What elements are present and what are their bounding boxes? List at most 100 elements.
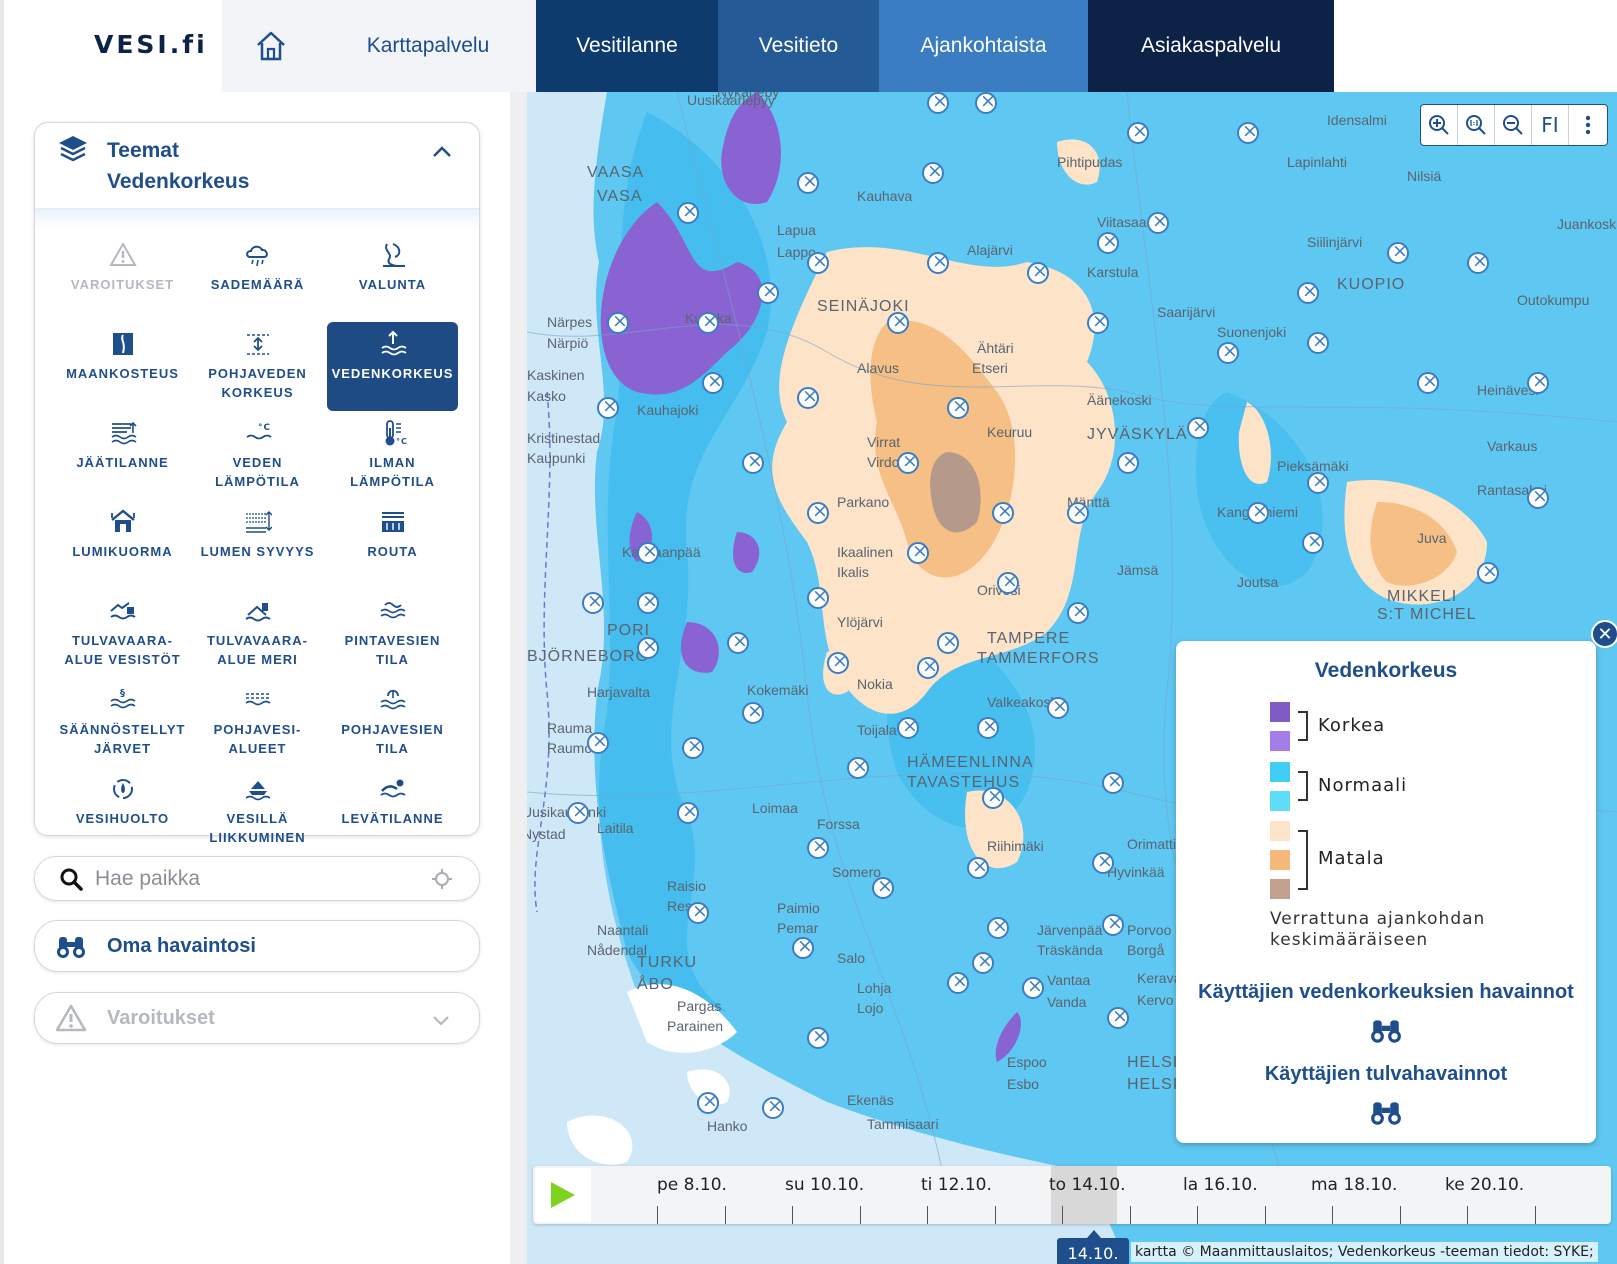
station-marker[interactable] <box>1307 330 1329 354</box>
station-marker[interactable] <box>742 450 764 474</box>
zoom-reset-button[interactable] <box>1458 105 1495 145</box>
station-marker[interactable] <box>1102 770 1124 794</box>
theme-tile-frost[interactable]: ROUTA <box>325 500 460 589</box>
own-observation-button[interactable]: Oma havaintosi <box>34 920 480 972</box>
station-marker[interactable] <box>1067 500 1089 524</box>
station-marker[interactable] <box>1022 975 1044 999</box>
station-marker[interactable] <box>1247 500 1269 524</box>
timeline-date-label[interactable]: to 14.10. <box>1049 1175 1126 1195</box>
station-marker[interactable] <box>797 385 819 409</box>
station-marker[interactable] <box>982 785 1004 809</box>
station-marker[interactable] <box>827 650 849 674</box>
station-marker[interactable] <box>807 500 829 524</box>
home-button[interactable] <box>222 0 320 92</box>
theme-tile-sea-flood[interactable]: TULVAVAARA- ALUE MERI <box>190 589 325 678</box>
station-marker[interactable] <box>987 915 1009 939</box>
station-marker[interactable] <box>992 500 1014 524</box>
timeline-date-label[interactable]: ma 18.10. <box>1311 1175 1398 1195</box>
station-marker[interactable] <box>1387 240 1409 264</box>
station-marker[interactable] <box>1102 912 1124 936</box>
station-marker[interactable] <box>972 950 994 974</box>
theme-tile-water-supply[interactable]: VESIHUOLTO <box>55 767 190 856</box>
theme-tile-thermometer[interactable]: °C ILMAN LÄMPÖTILA <box>325 411 460 500</box>
timeline-date-label[interactable]: ti 12.10. <box>921 1175 992 1195</box>
timeline-date-label[interactable]: su 10.10. <box>785 1175 865 1195</box>
station-marker[interactable] <box>1147 210 1169 234</box>
station-marker[interactable] <box>742 700 764 724</box>
theme-tile-groundwater-areas[interactable]: POHJAVESI- ALUEET <box>190 678 325 767</box>
theme-tile-boating[interactable]: VESILLÄ LIIKKUMINEN <box>190 767 325 856</box>
theme-tile-water-level[interactable]: VEDENKORKEUS <box>327 322 458 411</box>
station-marker[interactable] <box>757 280 779 304</box>
station-marker[interactable] <box>1067 600 1089 624</box>
station-marker[interactable] <box>1187 415 1209 439</box>
station-marker[interactable] <box>587 730 609 754</box>
station-marker[interactable] <box>1307 470 1329 494</box>
timeline-date-label[interactable]: pe 8.10. <box>657 1175 727 1195</box>
station-marker[interactable] <box>1477 560 1499 584</box>
search-input[interactable] <box>95 865 415 893</box>
station-marker[interactable] <box>1237 120 1259 144</box>
language-button[interactable]: FI <box>1532 105 1569 145</box>
theme-tile-ice[interactable]: JÄÄTILANNE <box>55 411 190 500</box>
theme-tile-warning[interactable]: VAROITUKSET <box>55 233 190 322</box>
vesi-logo[interactable]: VESI.fi <box>94 30 208 59</box>
nav-asiakaspalvelu[interactable]: Asiakaspalvelu <box>1088 0 1334 92</box>
theme-tile-water-temperature[interactable]: °C VEDEN LÄMPÖTILA <box>190 411 325 500</box>
station-marker[interactable] <box>967 855 989 879</box>
station-marker[interactable] <box>937 630 959 654</box>
station-marker[interactable] <box>762 1095 784 1119</box>
station-marker[interactable] <box>682 735 704 759</box>
station-marker[interactable] <box>697 1090 719 1114</box>
timeline-slider[interactable]: pe 8.10. su 10.10. ti 12.10. to 14.10. la 16… <box>533 1166 1611 1224</box>
station-marker[interactable] <box>797 170 819 194</box>
station-marker[interactable] <box>927 250 949 274</box>
station-marker[interactable] <box>582 590 604 614</box>
theme-tile-soil-moisture[interactable]: MAANKOSTEUS <box>55 322 190 411</box>
station-marker[interactable] <box>1027 260 1049 284</box>
station-marker[interactable] <box>637 590 659 614</box>
theme-tile-snow-load[interactable]: LUMIKUORMA <box>55 500 190 589</box>
station-marker[interactable] <box>727 630 749 654</box>
station-marker[interactable] <box>997 570 1019 594</box>
nav-ajankohtaista[interactable]: Ajankohtaista <box>879 0 1088 92</box>
station-marker[interactable] <box>1217 340 1239 364</box>
zoom-out-button[interactable] <box>1495 105 1532 145</box>
station-marker[interactable] <box>807 585 829 609</box>
station-marker[interactable] <box>1047 695 1069 719</box>
more-button[interactable] <box>1569 105 1606 145</box>
station-marker[interactable] <box>807 835 829 859</box>
theme-tile-surface-water[interactable]: PINTAVESIEN TILA <box>325 589 460 678</box>
station-marker[interactable] <box>687 900 709 924</box>
station-marker[interactable] <box>1417 370 1439 394</box>
station-marker[interactable] <box>807 250 829 274</box>
station-marker[interactable] <box>897 450 919 474</box>
station-marker[interactable] <box>567 800 589 824</box>
station-marker[interactable] <box>702 370 724 394</box>
nav-vesitieto[interactable]: Vesitieto <box>718 0 879 92</box>
play-button[interactable] <box>535 1168 591 1222</box>
station-marker[interactable] <box>897 715 919 739</box>
nav-vesitilanne[interactable]: Vesitilanne <box>536 0 718 92</box>
sidebar-divider[interactable] <box>510 92 527 1264</box>
theme-panel-header[interactable]: Teemat Vedenkorkeus <box>35 123 479 209</box>
chevron-up-icon[interactable] <box>431 141 453 163</box>
station-marker[interactable] <box>1527 485 1549 509</box>
theme-tile-snow-depth[interactable]: LUMEN SYVYYS <box>190 500 325 589</box>
station-marker[interactable] <box>887 310 909 334</box>
timeline-date-label[interactable]: ke 20.10. <box>1445 1175 1525 1195</box>
theme-tile-groundwater-level[interactable]: POHJAVEDEN KORKEUS <box>190 322 325 411</box>
station-marker[interactable] <box>1467 250 1489 274</box>
station-marker[interactable] <box>927 92 949 114</box>
theme-tile-groundwater-status[interactable]: POHJAVESIEN TILA <box>325 678 460 767</box>
station-marker[interactable] <box>792 935 814 959</box>
legend-close-button[interactable]: ✕ <box>1591 620 1617 648</box>
station-marker[interactable] <box>1087 310 1109 334</box>
station-marker[interactable] <box>807 1025 829 1049</box>
theme-tile-rain-cloud[interactable]: SADEMÄÄRÄ <box>190 233 325 322</box>
theme-tile-runoff[interactable]: VALUNTA <box>325 233 460 322</box>
station-marker[interactable] <box>1117 450 1139 474</box>
station-marker[interactable] <box>637 540 659 564</box>
locate-icon[interactable] <box>431 868 453 890</box>
station-marker[interactable] <box>697 310 719 334</box>
